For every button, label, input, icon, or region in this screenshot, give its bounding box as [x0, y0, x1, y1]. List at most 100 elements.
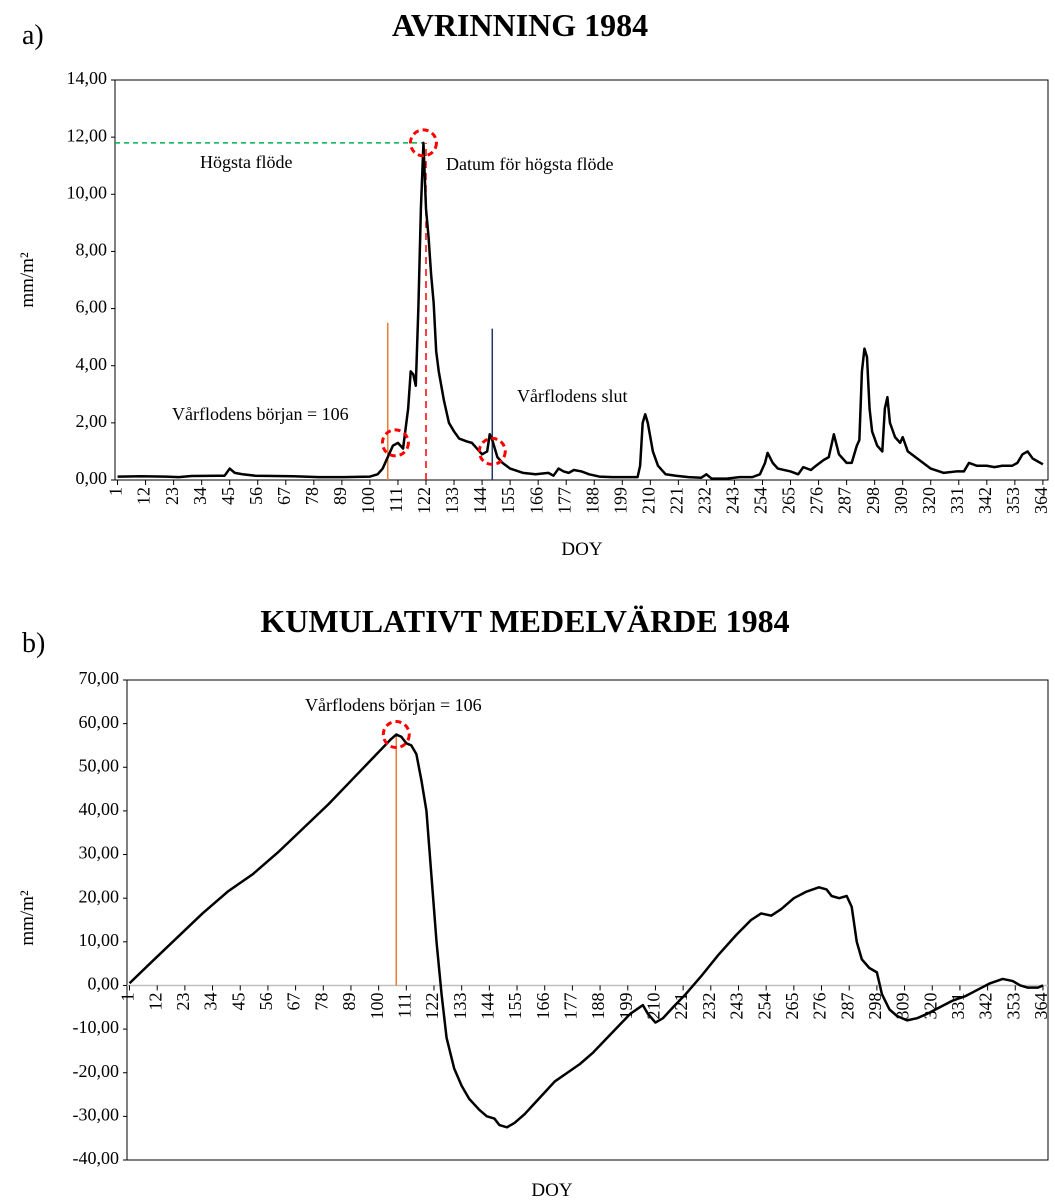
x-tick-label: 111 — [394, 992, 414, 1018]
annotation: Vårflodens början = 106 — [172, 404, 349, 424]
y-tick-label: -40,00 — [73, 1148, 120, 1168]
x-axis-title: DOY — [561, 539, 602, 560]
x-tick-label: 265 — [782, 992, 802, 1019]
y-tick-label: 8,00 — [76, 240, 108, 260]
x-tick-label: 166 — [533, 992, 553, 1019]
x-tick-label: 221 — [666, 487, 686, 514]
x-tick-label: 177 — [561, 992, 581, 1019]
x-tick-label: 177 — [554, 487, 574, 514]
x-tick-label: 78 — [302, 487, 322, 505]
x-tick-label: 78 — [311, 992, 331, 1010]
x-tick-label: 144 — [477, 992, 497, 1019]
y-tick-label: -30,00 — [73, 1104, 120, 1124]
y-tick-label: -10,00 — [73, 1017, 120, 1037]
x-tick-label: 56 — [246, 487, 266, 505]
x-tick-label: 188 — [582, 487, 602, 514]
panel-label: a) — [22, 20, 44, 51]
x-tick-label: 199 — [610, 487, 630, 514]
y-tick-label: 60,00 — [79, 712, 120, 732]
x-tick-label: 364 — [1031, 487, 1051, 514]
x-tick-label: 353 — [1003, 992, 1023, 1019]
x-tick-label: 243 — [727, 992, 747, 1019]
x-tick-label: 309 — [893, 992, 913, 1019]
highlight-circle — [408, 128, 438, 158]
annotation: Datum för högsta flöde — [446, 154, 613, 174]
y-tick-label: 12,00 — [67, 125, 108, 145]
x-tick-label: 199 — [616, 992, 636, 1019]
x-tick-label: 276 — [807, 487, 827, 514]
x-tick-label: 133 — [442, 487, 462, 514]
y-tick-label: 40,00 — [79, 799, 120, 819]
x-tick-label: 111 — [386, 487, 406, 513]
plot-frame — [114, 79, 1049, 481]
x-tick-label: 232 — [695, 487, 715, 514]
chart-a: a) AVRINNING 1984 mm/m² DOY Högsta flöde… — [17, 7, 1051, 560]
y-tick-label: 10,00 — [67, 182, 108, 202]
x-tick-label: 166 — [526, 487, 546, 514]
x-tick-label: 155 — [505, 992, 525, 1019]
x-tick-label: 210 — [638, 487, 658, 514]
annotation: Vårflodens början = 106 — [305, 695, 482, 715]
x-tick-label: 342 — [975, 487, 995, 514]
highlight-circle — [381, 720, 411, 750]
y-tick-label: 70,00 — [79, 668, 120, 688]
x-tick-label: 144 — [470, 487, 490, 514]
x-tick-label: 34 — [190, 487, 210, 505]
x-tick-label: 133 — [450, 992, 470, 1019]
data-line — [128, 733, 1044, 1129]
x-tick-label: 210 — [644, 992, 664, 1019]
highlight-circle — [380, 428, 410, 458]
data-line — [117, 141, 1044, 480]
x-tick-label: 100 — [367, 992, 387, 1019]
x-tick-label: 45 — [228, 992, 248, 1010]
y-tick-label: 6,00 — [76, 297, 108, 317]
x-tick-label: 23 — [173, 992, 193, 1010]
x-tick-label: 45 — [218, 487, 238, 505]
annotation: Högsta flöde — [200, 152, 292, 172]
x-tick-label: 243 — [723, 487, 743, 514]
y-tick-label: 30,00 — [79, 843, 120, 863]
x-tick-label: 320 — [920, 992, 940, 1019]
x-tick-label: 232 — [699, 992, 719, 1019]
y-tick-label: 0,00 — [76, 468, 108, 488]
y-axis-title: mm/m² — [17, 890, 38, 946]
highlight-circle — [477, 436, 507, 466]
x-tick-label: 122 — [422, 992, 442, 1019]
x-tick-label: 254 — [751, 487, 771, 514]
x-tick-label: 1 — [106, 487, 126, 496]
x-tick-label: 89 — [330, 487, 350, 505]
panel-label: b) — [22, 628, 45, 659]
x-tick-label: 188 — [588, 992, 608, 1019]
x-tick-label: 56 — [256, 992, 276, 1010]
annotation: Vårflodens slut — [517, 386, 627, 406]
x-tick-label: 12 — [145, 992, 165, 1010]
x-tick-label: 276 — [810, 992, 830, 1019]
x-tick-label: 287 — [837, 992, 857, 1019]
x-tick-label: 34 — [201, 992, 221, 1010]
x-tick-label: 331 — [947, 487, 967, 514]
chart-b: b) KUMULATIVT MEDELVÄRDE 1984 mm/m² DOY … — [17, 603, 1051, 1201]
y-tick-label: 10,00 — [79, 930, 120, 950]
x-tick-label: 254 — [754, 992, 774, 1019]
x-tick-label: 309 — [891, 487, 911, 514]
y-tick-label: 50,00 — [79, 755, 120, 775]
x-tick-label: 353 — [1003, 487, 1023, 514]
x-tick-label: 67 — [284, 992, 304, 1010]
y-tick-label: -20,00 — [73, 1061, 120, 1081]
x-tick-label: 23 — [162, 487, 182, 505]
x-tick-label: 298 — [863, 487, 883, 514]
x-tick-label: 342 — [976, 992, 996, 1019]
chart-title: AVRINNING 1984 — [392, 7, 648, 43]
x-tick-label: 320 — [919, 487, 939, 514]
y-tick-label: 0,00 — [88, 974, 120, 994]
x-tick-label: 67 — [274, 487, 294, 505]
x-tick-label: 265 — [779, 487, 799, 514]
x-tick-label: 12 — [134, 487, 154, 505]
y-axis-title: mm/m² — [17, 252, 38, 308]
plot-frame — [126, 679, 1049, 1161]
y-tick-label: 20,00 — [79, 886, 120, 906]
x-tick-label: 89 — [339, 992, 359, 1010]
x-tick-label: 287 — [835, 487, 855, 514]
